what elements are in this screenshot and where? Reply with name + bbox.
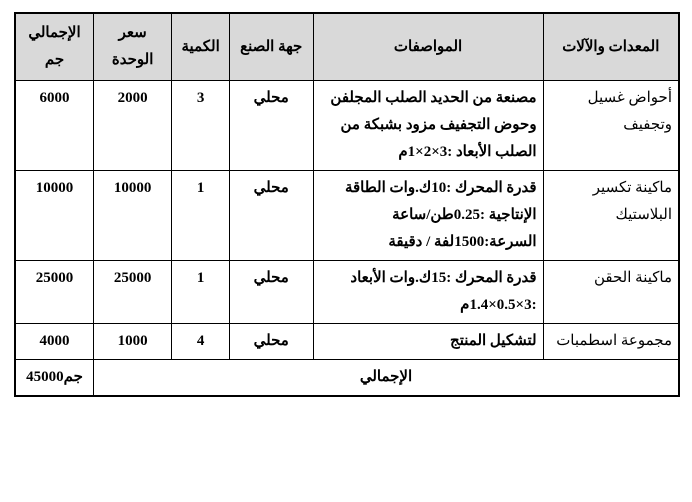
cell-equipment: أحواض غسيل وتجفيف [543,81,679,171]
header-specs: المواصفات [313,13,543,81]
table-footer-row: الإجمالي 45000جم [15,360,679,397]
cell-manufacturer: محلي [229,81,313,171]
cell-unit-price: 1000 [93,324,171,360]
cell-unit-price: 10000 [93,171,171,261]
header-unit-price: سعر الوحدة [93,13,171,81]
cell-specs: لتشكيل المنتج [313,324,543,360]
cell-unit-price: 2000 [93,81,171,171]
table-row: ماكينة تكسير البلاستيك قدرة المحرك :10ك.… [15,171,679,261]
equipment-table: المعدات والآلات المواصفات جهة الصنع الكم… [14,12,680,397]
cell-total: 10000 [15,171,93,261]
header-manufacturer: جهة الصنع [229,13,313,81]
header-total: الإجمالي جم [15,13,93,81]
cell-specs: قدرة المحرك :15ك.وات الأبعاد :3×0.5×1.4م [313,261,543,324]
table-row: أحواض غسيل وتجفيف مصنعة من الحديد الصلب … [15,81,679,171]
footer-value: 45000جم [15,360,93,397]
cell-equipment: ماكينة تكسير البلاستيك [543,171,679,261]
cell-specs: قدرة المحرك :10ك.وات الطاقة الإنتاجية :0… [313,171,543,261]
table-row: ماكينة الحقن قدرة المحرك :15ك.وات الأبعا… [15,261,679,324]
cell-manufacturer: محلي [229,324,313,360]
header-quantity: الكمية [172,13,230,81]
cell-total: 25000 [15,261,93,324]
header-equipment: المعدات والآلات [543,13,679,81]
cell-quantity: 4 [172,324,230,360]
cell-equipment: مجموعة اسطمبات [543,324,679,360]
table-header-row: المعدات والآلات المواصفات جهة الصنع الكم… [15,13,679,81]
cell-specs: مصنعة من الحديد الصلب المجلفن وحوض التجف… [313,81,543,171]
cell-total: 4000 [15,324,93,360]
footer-label: الإجمالي [93,360,679,397]
cell-manufacturer: محلي [229,171,313,261]
cell-quantity: 1 [172,171,230,261]
table-row: مجموعة اسطمبات لتشكيل المنتج محلي 4 1000… [15,324,679,360]
cell-equipment: ماكينة الحقن [543,261,679,324]
cell-quantity: 1 [172,261,230,324]
cell-quantity: 3 [172,81,230,171]
cell-unit-price: 25000 [93,261,171,324]
cell-manufacturer: محلي [229,261,313,324]
cell-total: 6000 [15,81,93,171]
